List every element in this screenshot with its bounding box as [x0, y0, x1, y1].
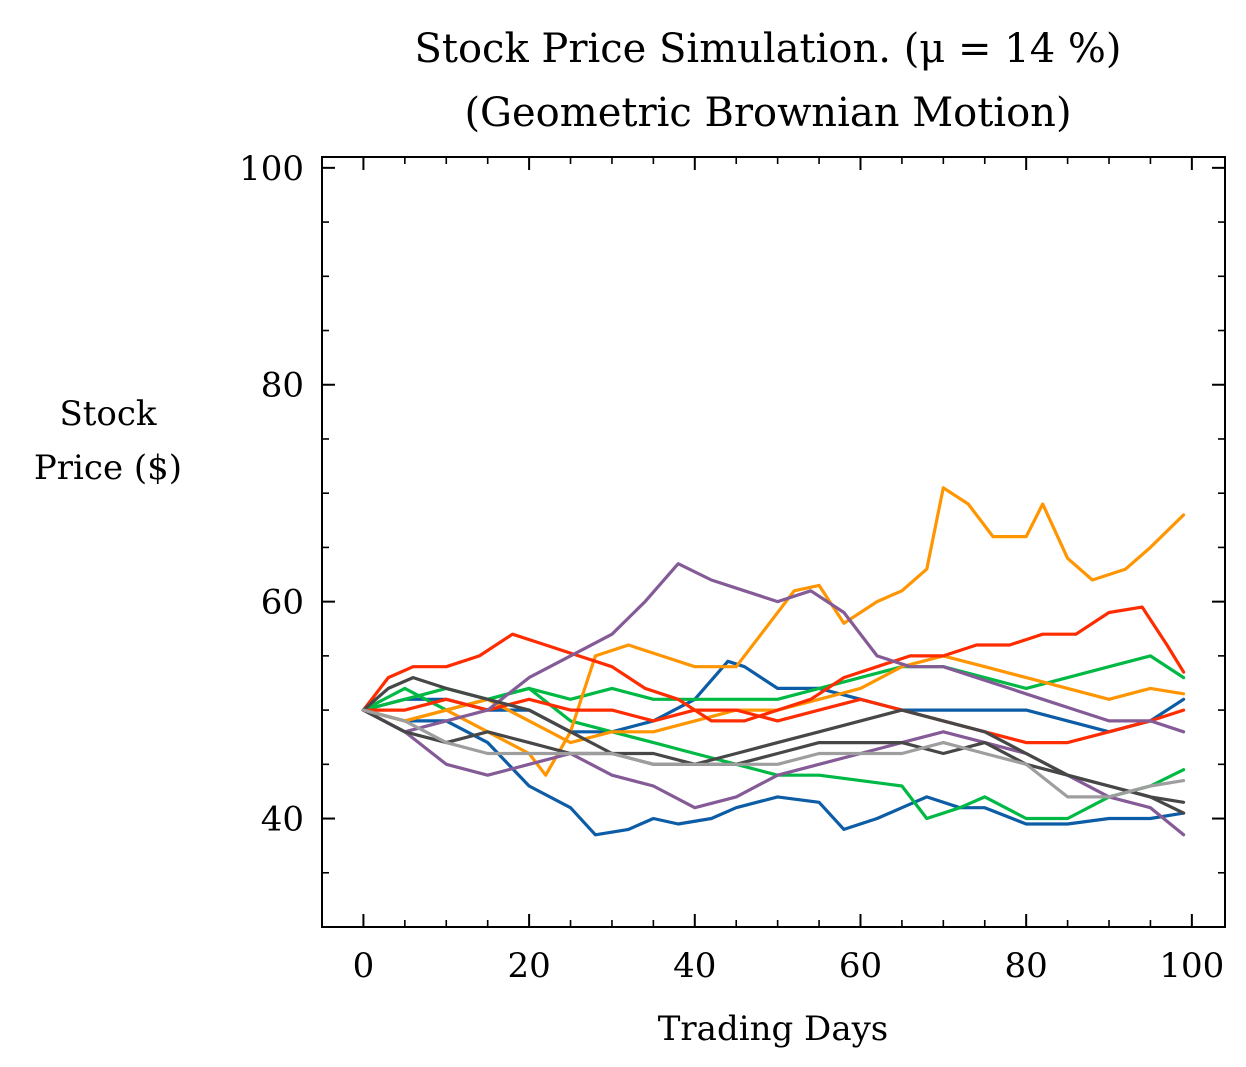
series-line-7: [361, 605, 1186, 723]
y-tick-label: 80: [261, 366, 304, 406]
series-line-1: [361, 708, 1186, 837]
y-axis-label-line1: Stock: [59, 394, 156, 434]
y-tick-label: 40: [261, 800, 304, 840]
series-line-12: [361, 708, 1186, 804]
y-tick-label: 100: [239, 149, 304, 189]
series-line-13: [361, 708, 1186, 799]
chart-title: Stock Price Simulation. (μ = 14 %): [415, 26, 1122, 72]
plot-frame: [321, 156, 1226, 928]
series-line-4: [361, 654, 1186, 712]
y-axis-label-line2: Price ($): [34, 448, 182, 488]
series-layer: [361, 486, 1186, 837]
x-axis-label: Trading Days: [658, 1009, 889, 1049]
x-tick-label: 100: [1159, 946, 1224, 986]
series-line-11: [361, 676, 1186, 815]
series-line-9: [361, 562, 1186, 734]
axes: 0 20 40 60 80 100 40 60 80 100: [239, 149, 1226, 986]
series-line-8: [361, 697, 1186, 745]
x-tick-label: 80: [1005, 946, 1048, 986]
x-tick-label: 40: [673, 946, 716, 986]
y-tick-label: 60: [261, 583, 304, 623]
x-tick-label: 20: [507, 946, 550, 986]
x-tick-label: 0: [353, 946, 375, 986]
chart-subtitle: (Geometric Brownian Motion): [464, 90, 1071, 136]
x-tick-label: 60: [839, 946, 882, 986]
series-line-5: [361, 486, 1186, 777]
